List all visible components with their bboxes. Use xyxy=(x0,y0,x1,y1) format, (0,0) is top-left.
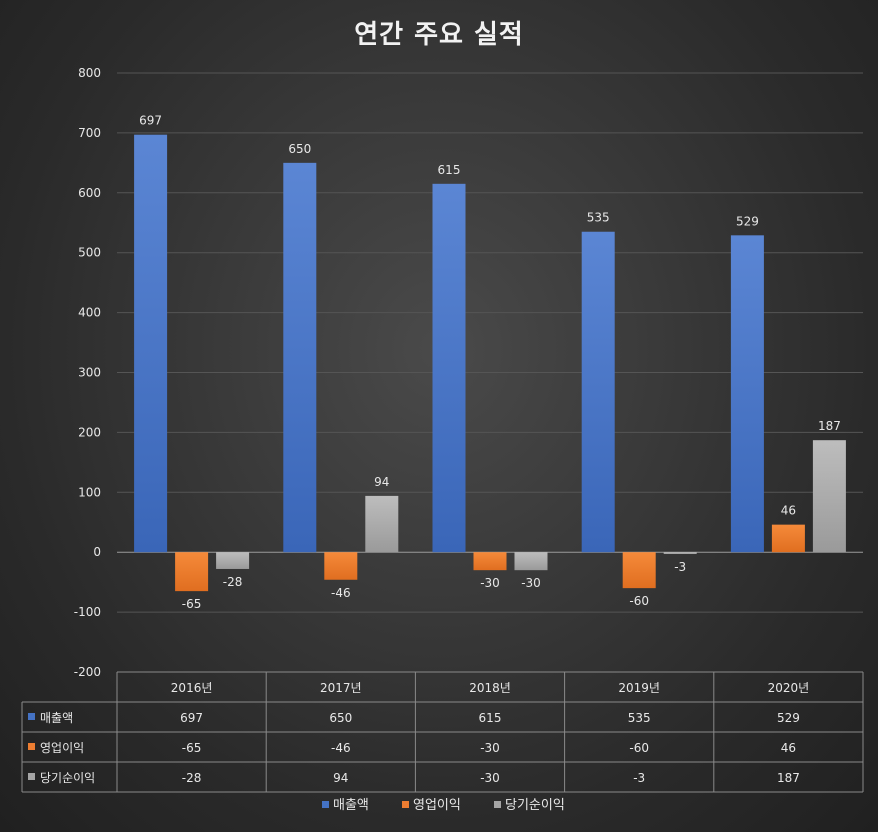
data-label: -30 xyxy=(480,576,500,590)
legend: 매출액 영업이익 당기순이익 xyxy=(322,798,565,813)
data-labels: 697 -65 -28 650 -46 94 615 -30 -30 535 -60 -3 529 46 1… xyxy=(139,114,841,611)
legend-label: 매출액 xyxy=(333,798,369,813)
data-label: -46 xyxy=(331,586,351,600)
table-cell: 535 xyxy=(628,711,651,725)
data-label: -3 xyxy=(674,560,686,574)
data-label: 187 xyxy=(818,419,841,433)
y-tick-label: 0 xyxy=(93,545,101,559)
y-tick-label: 200 xyxy=(78,425,101,439)
y-tick-label: 100 xyxy=(78,485,101,499)
bar xyxy=(663,552,697,554)
bar xyxy=(365,495,399,553)
bar xyxy=(514,552,548,571)
data-label: -60 xyxy=(629,594,649,608)
table-cell: 94 xyxy=(333,771,348,785)
y-tick-label: 500 xyxy=(78,246,101,260)
table-series-label: 당기순이익 xyxy=(40,771,95,785)
table-cell: -28 xyxy=(182,771,202,785)
legend-key xyxy=(402,801,409,808)
bar xyxy=(581,231,615,553)
table-cell: 650 xyxy=(329,711,352,725)
legend-label: 영업이익 xyxy=(413,798,461,813)
y-axis: 800 700 600 500 400 300 200 100 0 -100 -200 xyxy=(74,66,101,679)
bars xyxy=(134,134,846,592)
table-cell: -30 xyxy=(480,741,500,755)
data-label: 94 xyxy=(374,475,389,489)
y-tick-label: 700 xyxy=(78,126,101,140)
legend-key xyxy=(494,801,501,808)
table-cell: -30 xyxy=(480,771,500,785)
legend-key xyxy=(322,801,329,808)
y-tick-label: 300 xyxy=(78,366,101,380)
bar xyxy=(324,552,358,580)
table-cell: -65 xyxy=(182,741,202,755)
bar xyxy=(771,524,805,553)
x-tick-label: 2016년 xyxy=(171,681,213,695)
data-label: -28 xyxy=(223,575,243,589)
data-label: -30 xyxy=(521,576,541,590)
y-tick-label: 800 xyxy=(78,66,101,80)
table-cell: 187 xyxy=(777,771,800,785)
table-series-label: 매출액 xyxy=(40,711,73,725)
data-label: 615 xyxy=(438,163,461,177)
bar xyxy=(134,134,168,553)
table-series-label: 영업이익 xyxy=(40,741,84,755)
bar xyxy=(175,552,209,592)
data-label: 697 xyxy=(139,114,162,128)
legend-label: 당기순이익 xyxy=(505,798,565,813)
data-label: 535 xyxy=(587,211,610,225)
y-tick-label: 400 xyxy=(78,306,101,320)
data-label: -65 xyxy=(182,597,202,611)
bar xyxy=(216,552,250,569)
table-cell: 697 xyxy=(180,711,203,725)
bar xyxy=(432,183,466,553)
table-cell: -3 xyxy=(633,771,645,785)
data-label: 650 xyxy=(288,142,311,156)
table-legend-key xyxy=(28,713,35,720)
data-label: 529 xyxy=(736,214,759,228)
x-tick-label: 2017년 xyxy=(320,681,362,695)
x-tick-label: 2020년 xyxy=(768,681,810,695)
y-tick-label: 600 xyxy=(78,186,101,200)
table-legend-key xyxy=(28,743,35,750)
bar xyxy=(473,552,507,571)
bar xyxy=(730,235,764,553)
table-cell: 615 xyxy=(479,711,502,725)
bar xyxy=(812,440,846,553)
x-tick-label: 2018년 xyxy=(469,681,511,695)
chart-title: 연간 주요 실적 xyxy=(354,20,524,50)
bar xyxy=(283,162,317,553)
table-cell: -60 xyxy=(629,741,649,755)
table-cell: 46 xyxy=(781,741,796,755)
bar xyxy=(622,552,656,589)
table-legend-key xyxy=(28,773,35,780)
table-cell: 529 xyxy=(777,711,800,725)
table-cell: -46 xyxy=(331,741,351,755)
y-tick-label: -200 xyxy=(74,665,101,679)
x-tick-label: 2019년 xyxy=(618,681,660,695)
data-label: 46 xyxy=(781,504,796,518)
y-tick-label: -100 xyxy=(74,605,101,619)
